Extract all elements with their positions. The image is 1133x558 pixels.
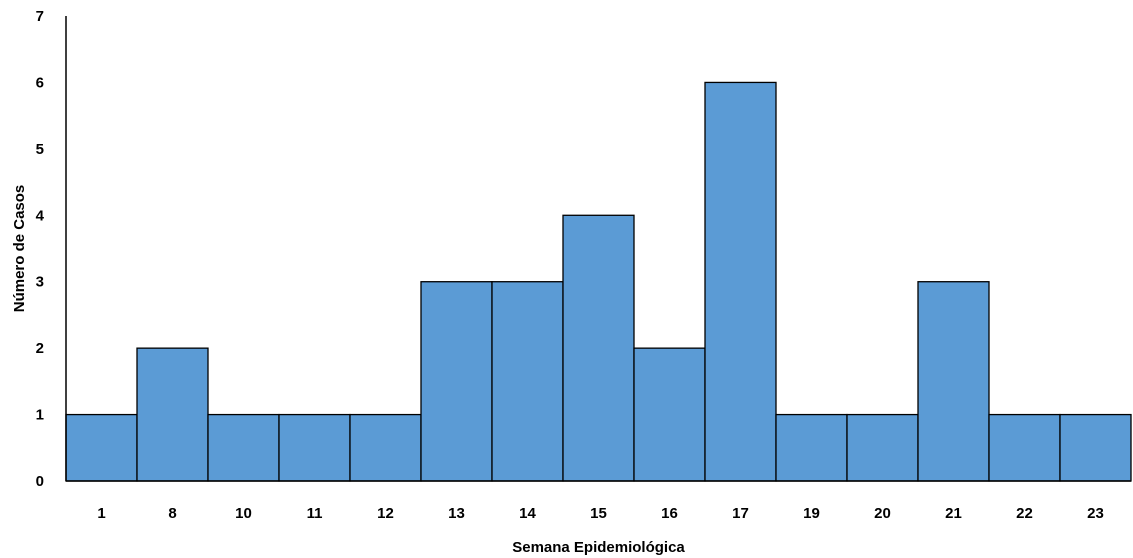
x-tick-label: 1 <box>97 505 105 522</box>
bar-week-14 <box>491 281 564 482</box>
bar-week-19 <box>775 413 848 482</box>
bar-week-11 <box>278 413 351 482</box>
bar-week-23 <box>1059 413 1132 482</box>
x-tick-labels: 1 8 10 11 12 13 14 15 16 17 19 20 21 22 23 <box>97 505 1104 522</box>
x-tick-label: 23 <box>1087 505 1104 522</box>
y-tick-label: 1 <box>36 407 44 424</box>
x-tick-label: 14 <box>519 505 536 522</box>
x-tick-label: 21 <box>945 505 962 522</box>
bar-week-22 <box>988 413 1061 482</box>
bar-week-8 <box>136 347 209 482</box>
x-tick-label: 10 <box>235 505 252 522</box>
y-tick-label: 5 <box>36 141 44 158</box>
x-tick-label: 8 <box>168 505 176 522</box>
y-axis-title: Número de Casos <box>11 185 28 313</box>
y-tick-label: 4 <box>36 207 45 224</box>
x-tick-label: 15 <box>590 505 607 522</box>
bar-week-21 <box>917 281 990 482</box>
bar-week-17 <box>704 81 777 482</box>
y-tick-label: 0 <box>36 473 44 490</box>
x-tick-label: 12 <box>377 505 394 522</box>
x-tick-label: 11 <box>307 505 323 522</box>
x-tick-label: 20 <box>874 505 891 522</box>
x-tick-label: 17 <box>732 505 749 522</box>
y-tick-label: 3 <box>36 274 44 291</box>
x-tick-label: 13 <box>448 505 465 522</box>
bar-week-10 <box>207 413 280 482</box>
bar-week-12 <box>349 413 422 482</box>
bar-week-1 <box>65 413 138 482</box>
x-axis-title: Semana Epidemiológica <box>512 539 685 556</box>
y-tick-labels: 0 1 2 3 4 5 6 7 <box>36 8 45 490</box>
bars-group <box>65 81 1132 482</box>
bar-week-13 <box>420 281 493 482</box>
y-tick-label: 7 <box>36 8 44 25</box>
x-tick-label: 16 <box>661 505 678 522</box>
bar-week-15 <box>562 214 635 482</box>
y-tick-label: 6 <box>36 74 44 91</box>
bar-week-16 <box>633 347 706 482</box>
x-tick-label: 22 <box>1016 505 1033 522</box>
x-tick-label: 19 <box>803 505 820 522</box>
y-tick-label: 2 <box>36 340 44 357</box>
bar-week-20 <box>846 413 919 482</box>
